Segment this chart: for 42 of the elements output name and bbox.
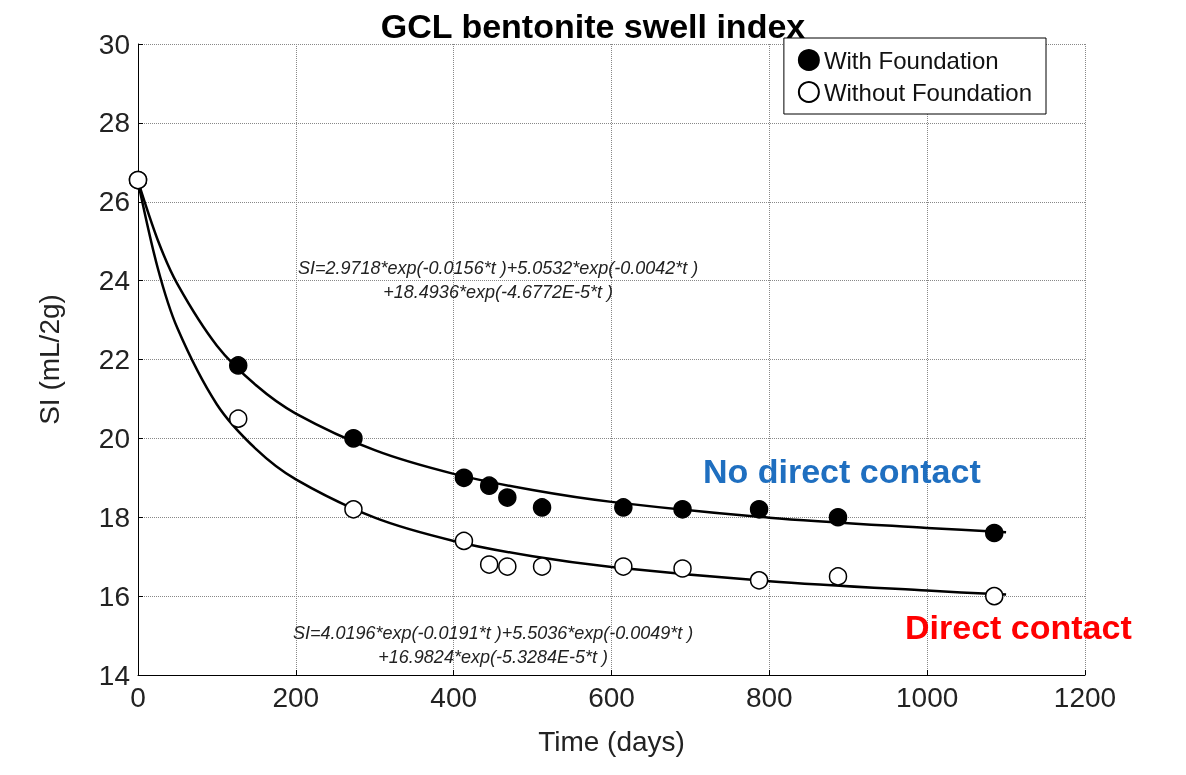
- annotation: SI=2.9718*exp(-0.0156*t )+5.0532*exp(-0.0042*t ) +18.4936*exp(-4.6772E-5*t ): [298, 258, 699, 302]
- y-tick-label: 16: [98, 580, 130, 612]
- point: [749, 500, 769, 519]
- y-tick-label: 30: [98, 28, 130, 60]
- x-tick-label: 200: [272, 681, 320, 713]
- point: [673, 500, 692, 519]
- point: [532, 498, 552, 517]
- point: [985, 523, 1004, 543]
- y-tick-label: 14: [98, 659, 130, 691]
- y-tick-label: 24: [98, 265, 130, 297]
- x-tick-label: 600: [588, 681, 635, 713]
- legend-label: With Foundation: [823, 46, 999, 74]
- annotation: SI=4.0196*exp(-0.0191*t )+5.5036*exp(-0.0049*t ) +16.9824*exp(-5.3284E-5*t ): [293, 623, 694, 667]
- x-tick-label: 400: [430, 681, 478, 713]
- y-tick-label: 18: [98, 501, 130, 533]
- y-tick-label: 26: [98, 186, 130, 218]
- annotation: Direct contact: [905, 608, 1132, 646]
- x-tick-label: 1000: [896, 681, 959, 713]
- x-tick-label: 800: [745, 681, 793, 713]
- point: [749, 571, 769, 590]
- x-axis-title: Time (days): [538, 725, 685, 757]
- point: [614, 498, 633, 517]
- point: [828, 508, 848, 527]
- x-tick-label: 1200: [1053, 681, 1117, 713]
- point: [673, 559, 692, 578]
- point: [985, 586, 1004, 606]
- point: [228, 356, 248, 375]
- y-tick-label: 20: [98, 422, 130, 454]
- chart-title: GCL bentonite swell index: [380, 7, 806, 45]
- point: [454, 468, 474, 488]
- legend-label: Without Foundation: [823, 78, 1032, 106]
- point: [498, 488, 517, 507]
- point: [344, 429, 363, 448]
- annotation: No direct contact: [703, 452, 981, 490]
- point: [614, 557, 633, 576]
- x-tick-label: 0: [130, 681, 146, 713]
- y-tick-label: 28: [98, 107, 130, 139]
- point: [454, 531, 474, 551]
- point: [479, 476, 499, 495]
- y-axis-title: SI (mL/2g): [33, 294, 65, 425]
- point: [344, 500, 363, 519]
- y-tick-label: 22: [98, 344, 130, 375]
